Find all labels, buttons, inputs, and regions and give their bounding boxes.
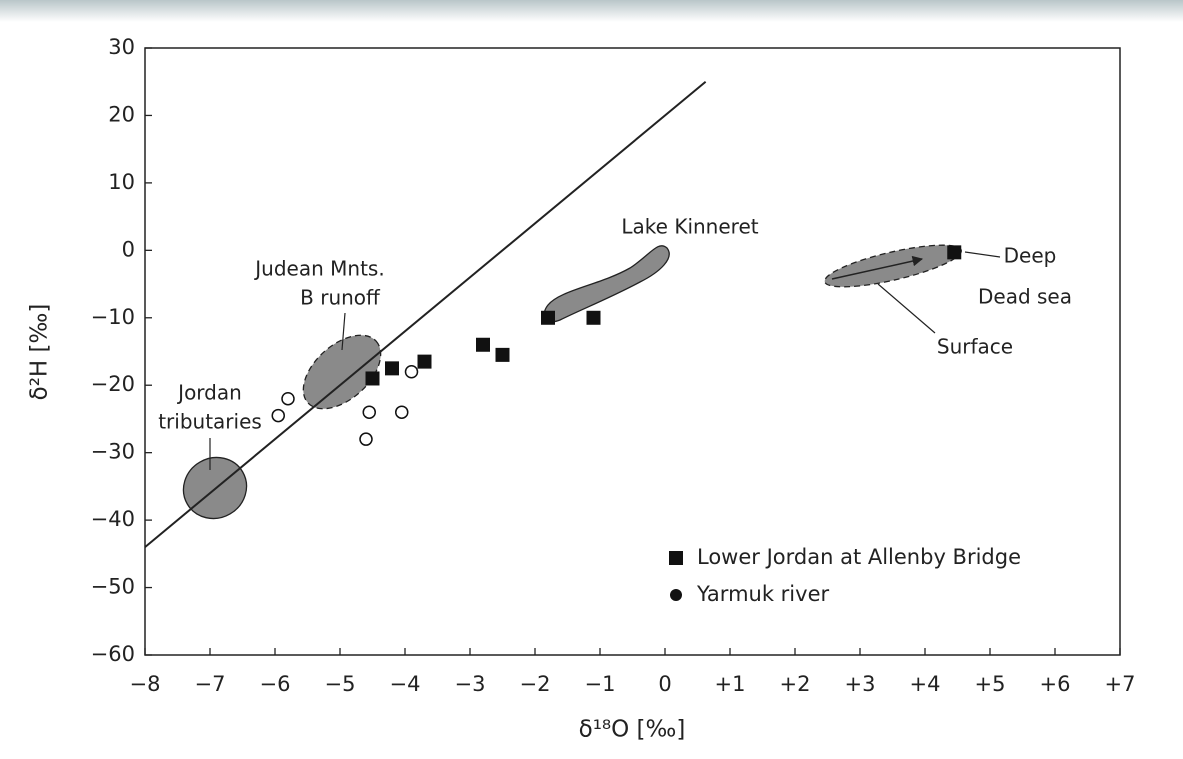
y-tick-label: −40 [91, 507, 135, 531]
x-tick-label: −7 [195, 672, 226, 696]
point [404, 364, 419, 379]
legend-label: Yarmuk river [696, 582, 829, 606]
y-tick-label: 10 [108, 170, 135, 194]
annotation: Jordan [176, 381, 242, 405]
annotation: B runoff [300, 286, 381, 310]
y-tick-label: 0 [122, 237, 135, 261]
y-tick-label: 20 [108, 102, 135, 126]
y-tick-label: −60 [91, 642, 135, 666]
annotation: tributaries [158, 410, 262, 434]
y-tick-label: 30 [108, 35, 135, 59]
annotation: Lake Kinneret [621, 215, 758, 239]
region-judean-runoff [302, 334, 382, 410]
legend-symbol [669, 551, 683, 565]
point [359, 432, 373, 446]
leader-line [964, 251, 1001, 258]
x-tick-label: −3 [455, 672, 486, 696]
point [476, 337, 490, 352]
x-tick-label: −6 [260, 672, 291, 696]
x-tick-label: +4 [910, 672, 941, 696]
x-tick-label: −1 [585, 672, 616, 696]
x-tick-label: +1 [715, 672, 746, 696]
point [541, 310, 555, 325]
annotation: Surface [937, 335, 1013, 359]
annotation: Dead sea [978, 285, 1072, 309]
leader-line [877, 283, 936, 334]
annotation: Judean Mnts. [253, 257, 384, 281]
reference-line [144, 80, 707, 548]
x-tick-label: 0 [658, 672, 671, 696]
leader-line [341, 312, 346, 351]
point [365, 371, 380, 386]
y-tick-label: −50 [91, 575, 135, 599]
annotation: Deep [1004, 244, 1057, 268]
point [362, 405, 376, 419]
point [281, 391, 295, 406]
x-tick-label: +3 [845, 672, 876, 696]
x-tick-label: +2 [780, 672, 811, 696]
x-axis-title: δ¹⁸O [‰] [579, 717, 686, 743]
y-tick-label: −30 [91, 440, 135, 464]
point [495, 347, 510, 362]
point [395, 405, 409, 419]
y-axis-title: δ²H [‰] [27, 304, 53, 401]
x-tick-label: +5 [975, 672, 1006, 696]
x-tick-label: −2 [520, 672, 551, 696]
point [586, 310, 601, 325]
point [271, 408, 285, 423]
point [417, 354, 432, 369]
x-tick-label: −4 [390, 672, 421, 696]
header-strip [0, 0, 1183, 22]
plot-frame [144, 47, 1121, 656]
x-tick-label: +6 [1040, 672, 1071, 696]
legend-label: Lower Jordan at Allenby Bridge [697, 545, 1021, 569]
dead-sea-arrow [831, 255, 924, 280]
point [947, 245, 962, 260]
y-tick-label: −10 [91, 305, 135, 329]
point [385, 361, 399, 376]
region-lake-kinneret [543, 245, 670, 323]
x-tick-label: −8 [130, 672, 161, 696]
y-tick-label: −20 [91, 372, 135, 396]
x-tick-label: −5 [325, 672, 356, 696]
x-tick-label: +7 [1105, 672, 1136, 696]
legend-symbol [670, 589, 682, 601]
